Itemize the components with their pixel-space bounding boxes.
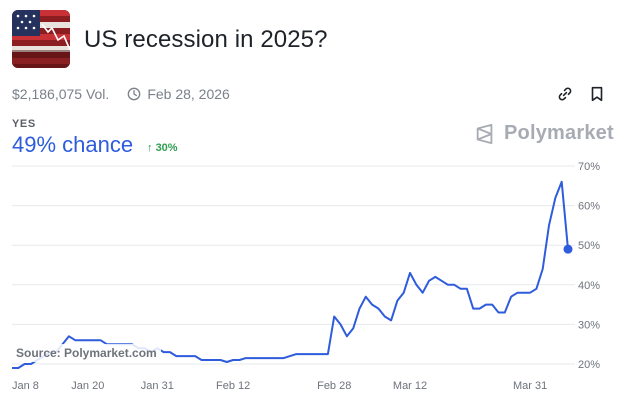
- header-actions: [556, 85, 606, 103]
- flag-image: [12, 10, 70, 68]
- x-axis-ticks: Jan 8 Jan 20 Jan 31 Feb 12 Feb 28 Mar 12 Mar 3…: [12, 380, 547, 392]
- arrow-up-icon: ↑: [147, 142, 153, 154]
- x-tick-label: Jan 31: [141, 380, 174, 392]
- x-tick-label: Mar 31: [513, 380, 547, 392]
- chance-change: ↑ 30%: [147, 142, 178, 154]
- link-icon[interactable]: [556, 85, 574, 103]
- source-label: Source: Polymarket.com: [12, 344, 161, 362]
- y-tick-label: 60%: [578, 201, 600, 213]
- volume-text: $2,186,075 Vol.: [12, 86, 110, 102]
- end-date-text: Feb 28, 2026: [147, 86, 230, 102]
- polymarket-logo-icon: [476, 123, 493, 144]
- current-value-marker: [563, 244, 573, 254]
- y-tick-label: 70%: [578, 161, 600, 173]
- x-tick-label: Jan 8: [12, 380, 39, 392]
- y-tick-label: 40%: [578, 280, 600, 292]
- y-tick-label: 20%: [578, 359, 600, 371]
- x-tick-label: Feb 12: [216, 380, 250, 392]
- x-tick-label: Jan 20: [71, 380, 104, 392]
- brand-name: Polymarket: [504, 122, 614, 144]
- chance-change-value: 30%: [155, 142, 178, 154]
- series-line: [12, 180, 569, 369]
- polymarket-brand: Polymarket: [474, 122, 614, 145]
- x-tick-label: Feb 28: [317, 380, 351, 392]
- y-tick-label: 50%: [578, 240, 600, 252]
- market-thumbnail: [12, 10, 70, 68]
- bookmark-icon[interactable]: [588, 85, 606, 103]
- chart-grid: [12, 165, 575, 365]
- y-tick-label: 30%: [578, 319, 600, 331]
- outcome-label: YES: [12, 118, 36, 130]
- chance-value: 49% chance: [12, 132, 134, 157]
- market-title: US recession in 2025?: [84, 26, 328, 53]
- clock-icon: [127, 87, 141, 101]
- series-points: [563, 244, 573, 254]
- y-axis-ticks: 20% 30% 40% 50% 60% 70%: [578, 161, 600, 371]
- x-tick-label: Mar 12: [393, 380, 427, 392]
- market-meta: $2,186,075 Vol. Feb 28, 2026: [12, 86, 230, 102]
